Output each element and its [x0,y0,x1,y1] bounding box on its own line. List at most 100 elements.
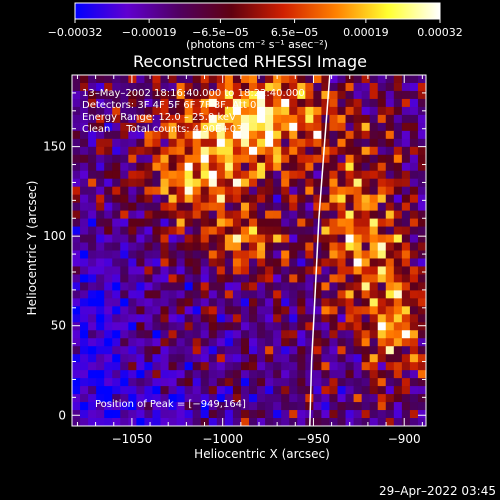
heatmap-cell [281,370,290,379]
heatmap-cell [192,218,202,228]
heatmap-cell [273,234,282,244]
heatmap-cell [249,186,258,196]
heatmap-cell [353,322,363,331]
heatmap-cell [417,266,426,276]
heatmap-cell [144,362,154,371]
heatmap-cell [120,330,129,339]
heatmap-cell [112,218,121,228]
heatmap-cell [265,290,274,299]
heatmap-cell [249,282,258,291]
heatmap-cell [224,98,234,108]
heatmap-cell [249,218,258,228]
heatmap-cell [393,170,403,180]
heatmap-cell [144,402,154,411]
heatmap-cell [345,98,355,108]
heatmap-cell [104,162,113,172]
heatmap-cell [265,146,274,156]
heatmap-cell [361,122,371,132]
heatmap-cell [88,306,97,315]
heatmap-cell [337,258,347,268]
heatmap-cell [353,186,363,196]
heatmap-cell [104,394,113,403]
heatmap-cell [80,282,89,291]
heatmap-cell [128,402,137,411]
heatmap-cell [417,138,426,148]
heatmap-cell [297,314,306,323]
heatmap-cell [313,90,323,100]
heatmap-cell [393,90,403,100]
heatmap-cell [96,106,105,116]
heatmap-cell [273,90,282,100]
heatmap-cell [72,394,81,403]
heatmap-cell [112,194,121,204]
heatmap-cell [232,202,242,212]
heatmap-cell [409,362,419,371]
heatmap-cell [208,106,218,116]
heatmap-cell [321,322,331,331]
heatmap-cell [128,322,137,331]
heatmap-cell [369,98,379,108]
heatmap-cell [345,130,355,140]
heatmap-cell [216,250,226,260]
heatmap-cell [160,210,170,220]
heatmap-cell [265,282,274,291]
heatmap-cell [321,314,331,323]
heatmap-cell [80,122,89,132]
heatmap-cell [401,186,411,196]
heatmap-cell [385,354,395,363]
heatmap-cell [144,314,154,323]
heatmap-cell [393,186,403,196]
heatmap-cell [257,130,266,140]
heatmap-cell [345,410,355,419]
heatmap-cell [401,378,411,387]
heatmap-cell [80,178,89,188]
heatmap-cell [168,306,178,315]
heatmap-cell [249,138,258,148]
heatmap-cell [240,146,250,156]
heatmap-cell [281,266,290,276]
heatmap-cell [88,402,97,411]
heatmap-cell [273,114,282,124]
heatmap-cell [72,234,81,244]
heatmap-cell [80,194,89,204]
heatmap-cell [289,226,298,236]
heatmap-cell [200,258,210,268]
heatmap-cell [337,186,347,196]
heatmap-cell [257,210,266,220]
heatmap-cell [369,202,379,212]
heatmap-cell [160,75,170,84]
heatmap-cell [249,266,258,276]
heatmap-cell [297,298,306,307]
heatmap-cell [208,218,218,228]
heatmap-cell [249,202,258,212]
heatmap-cell [72,178,81,188]
heatmap-cell [216,402,226,411]
heatmap-cell [120,106,129,116]
heatmap-cell [313,410,323,419]
heatmap-cell [112,170,121,180]
heatmap-cell [337,114,347,124]
heatmap-cell [120,178,129,188]
heatmap-cell [224,122,234,132]
heatmap-cell [281,138,290,148]
heatmap-cell [289,394,298,403]
heatmap-cell [96,362,105,371]
heatmap-cell [417,354,426,363]
heatmap-cell [393,338,403,347]
heatmap-cell [369,106,379,116]
heatmap-cell [208,162,218,172]
y-axis-label: Heliocentric Y (arcsec) [25,181,39,316]
heatmap-cell [112,338,121,347]
heatmap-cell [176,386,186,395]
heatmap-cell [281,162,290,172]
heatmap-cell [257,138,266,148]
heatmap-cell [297,106,306,116]
heatmap-cell [345,290,355,299]
heatmap-cell [377,210,387,220]
heatmap-cell [128,210,137,220]
heatmap-cell [136,162,146,172]
heatmap-cell [88,210,97,220]
heatmap-cell [152,106,162,116]
heatmap-cell [417,162,426,172]
heatmap-cell [184,82,194,92]
